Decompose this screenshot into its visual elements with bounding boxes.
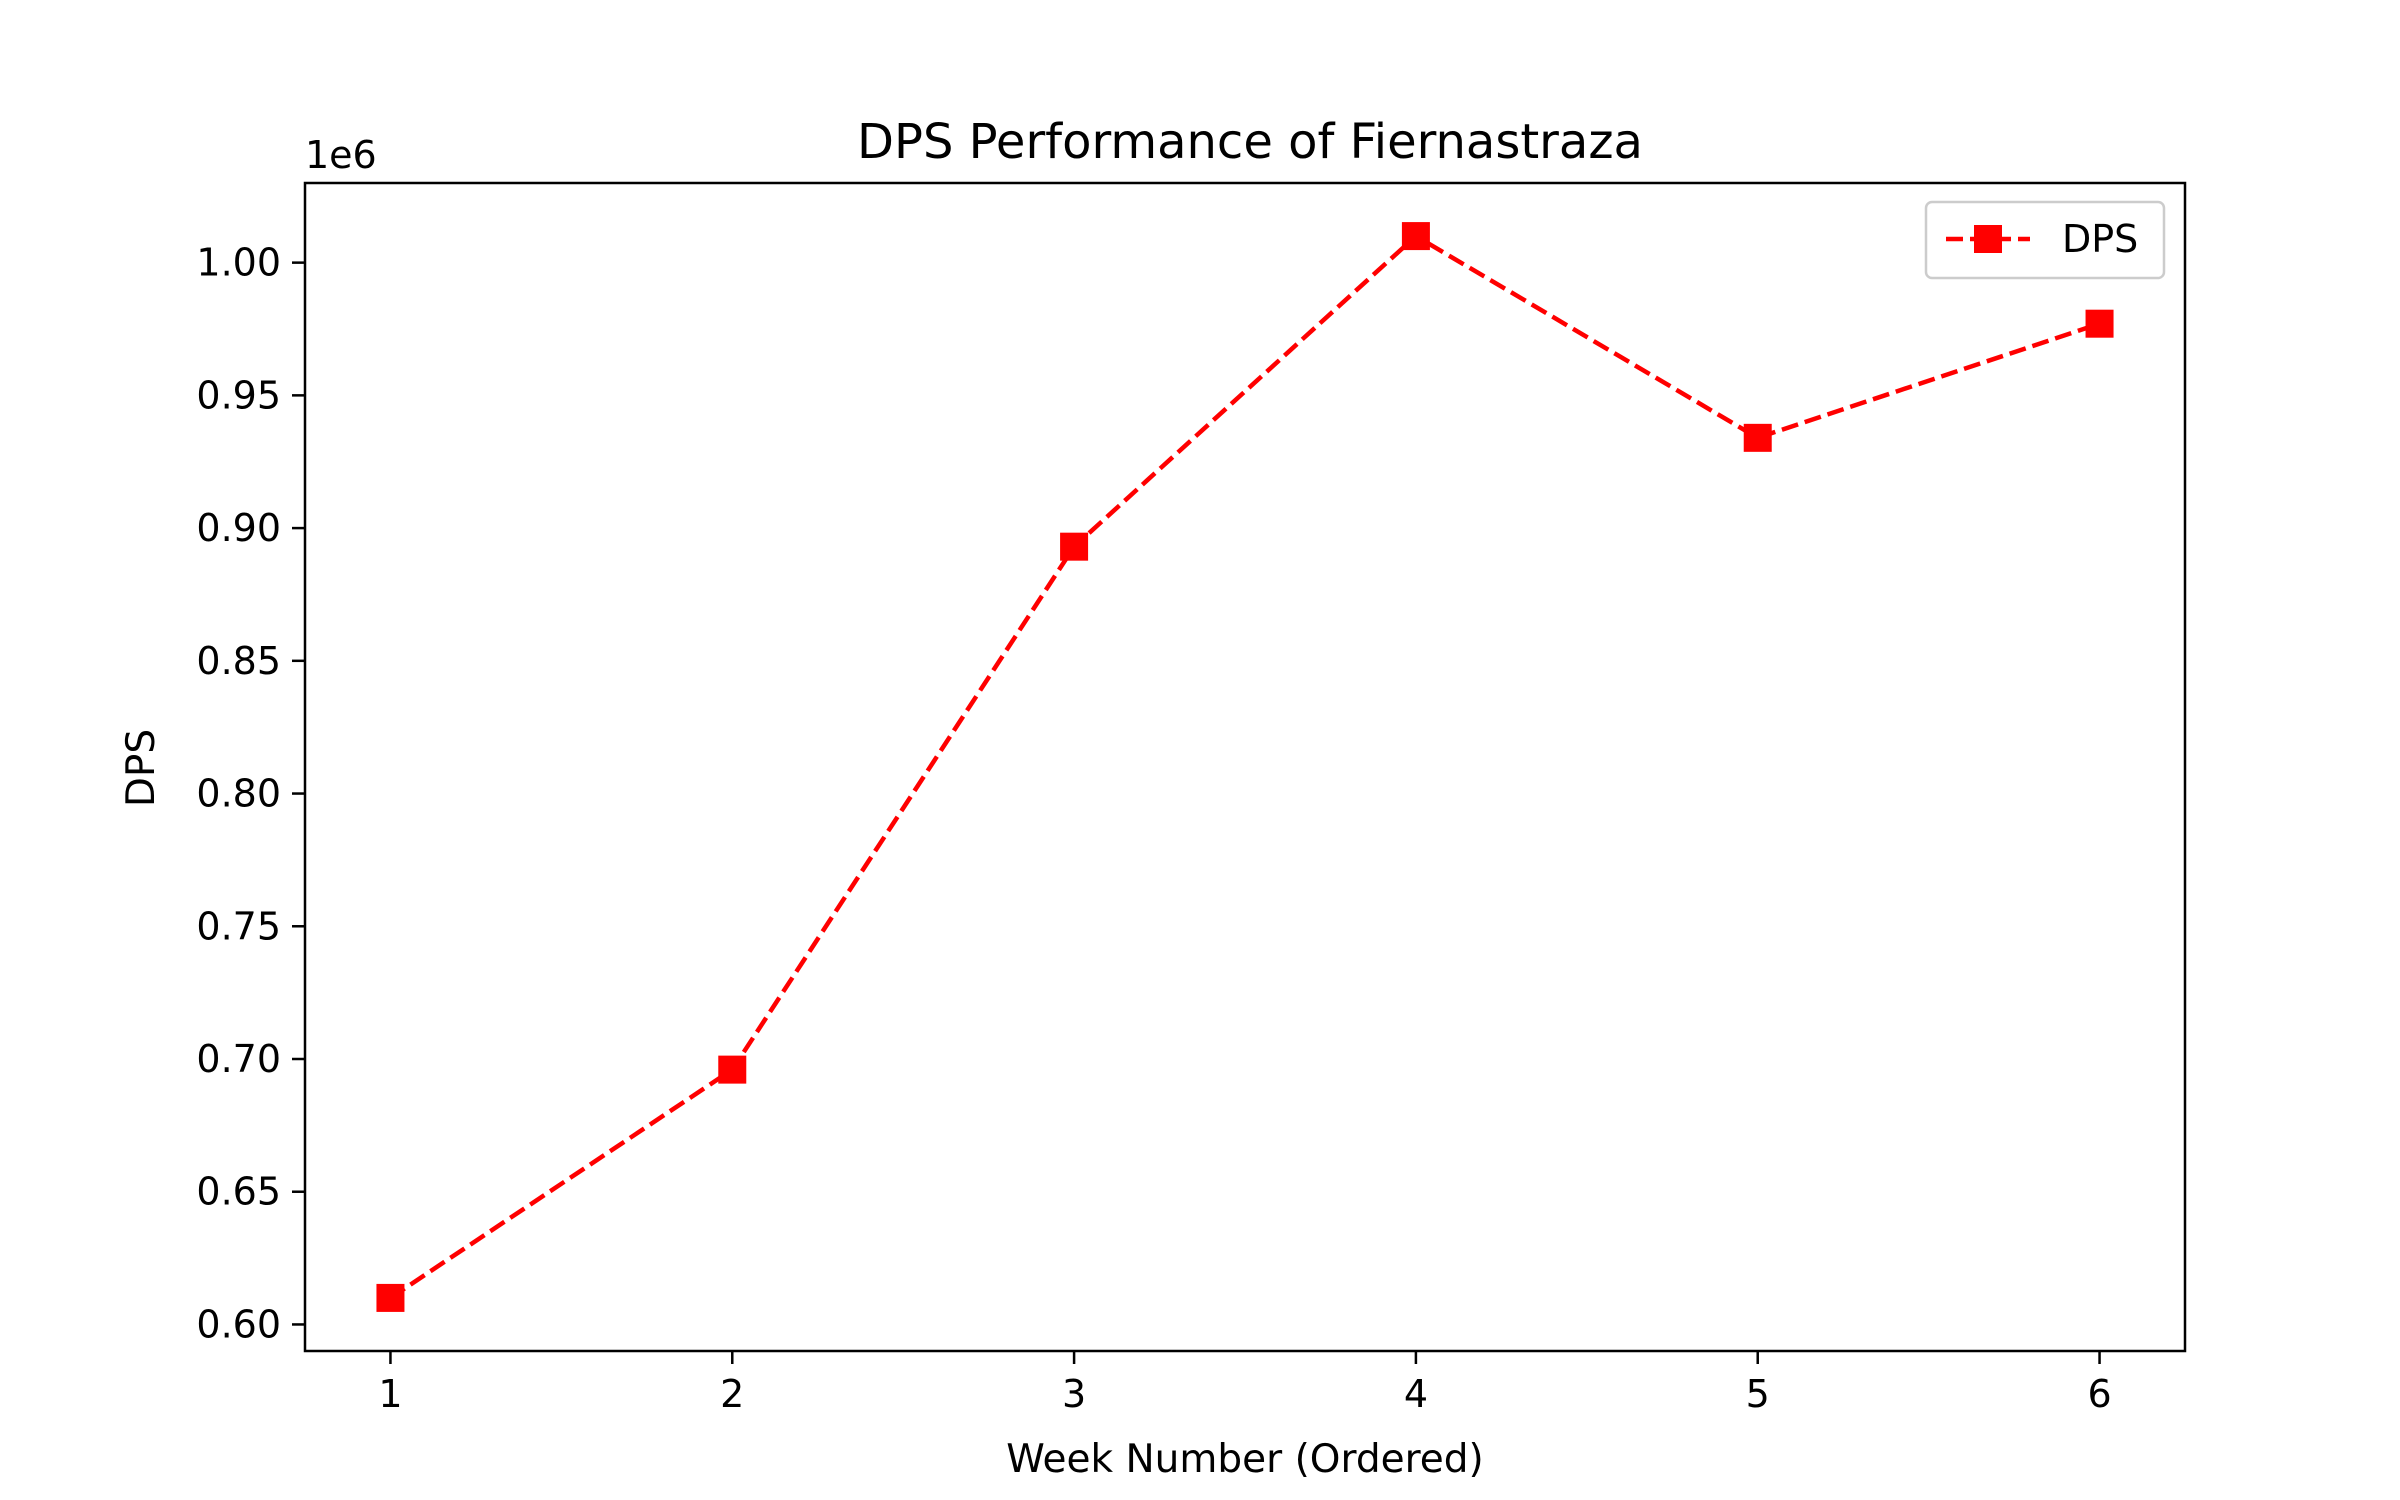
x-tick-label: 1 xyxy=(378,1372,402,1416)
x-tick-label: 2 xyxy=(720,1372,744,1416)
chart-title: DPS Performance of Fiernastraza xyxy=(857,114,1643,170)
y-tick-label: 0.80 xyxy=(196,772,281,816)
y-tick-label: 0.85 xyxy=(196,639,281,683)
y-tick-label: 0.75 xyxy=(196,904,281,948)
x-tick-label: 4 xyxy=(1404,1372,1428,1416)
y-axis-ticks: 0.60 0.65 0.70 0.75 0.80 0.85 0.90 0.95 1.00 xyxy=(196,241,305,1346)
data-point-marker xyxy=(2085,309,2114,338)
data-point-marker xyxy=(1060,532,1089,561)
x-tick-label: 3 xyxy=(1062,1372,1086,1416)
data-point-marker xyxy=(718,1055,747,1084)
data-point-marker xyxy=(376,1283,405,1312)
plot-area-frame xyxy=(303,181,2187,1353)
y-offset-label: 1e6 xyxy=(305,133,377,177)
x-tick-label: 5 xyxy=(1746,1372,1770,1416)
y-tick-label: 0.95 xyxy=(196,373,281,417)
x-axis-ticks: 1 2 3 4 5 6 xyxy=(378,1351,2112,1416)
y-tick-label: 0.90 xyxy=(196,506,281,550)
x-tick-label: 6 xyxy=(2087,1372,2111,1416)
data-point-marker xyxy=(1743,423,1772,452)
data-point-marker xyxy=(1401,222,1430,251)
y-axis-label: DPS xyxy=(119,729,164,807)
series-layer xyxy=(376,222,2114,1312)
legend-marker-swatch xyxy=(1974,225,2002,253)
y-tick-label: 0.65 xyxy=(196,1170,281,1214)
y-tick-label: 0.70 xyxy=(196,1037,281,1081)
y-tick-label: 0.60 xyxy=(196,1302,281,1346)
x-axis-label: Week Number (Ordered) xyxy=(1006,1437,1483,1482)
legend-box xyxy=(1924,200,2166,280)
legend: DPS xyxy=(1924,200,2166,280)
series-line-dps xyxy=(389,233,2101,1300)
y-tick-label: 1.00 xyxy=(196,241,281,285)
legend-label-dps: DPS xyxy=(2062,217,2138,261)
